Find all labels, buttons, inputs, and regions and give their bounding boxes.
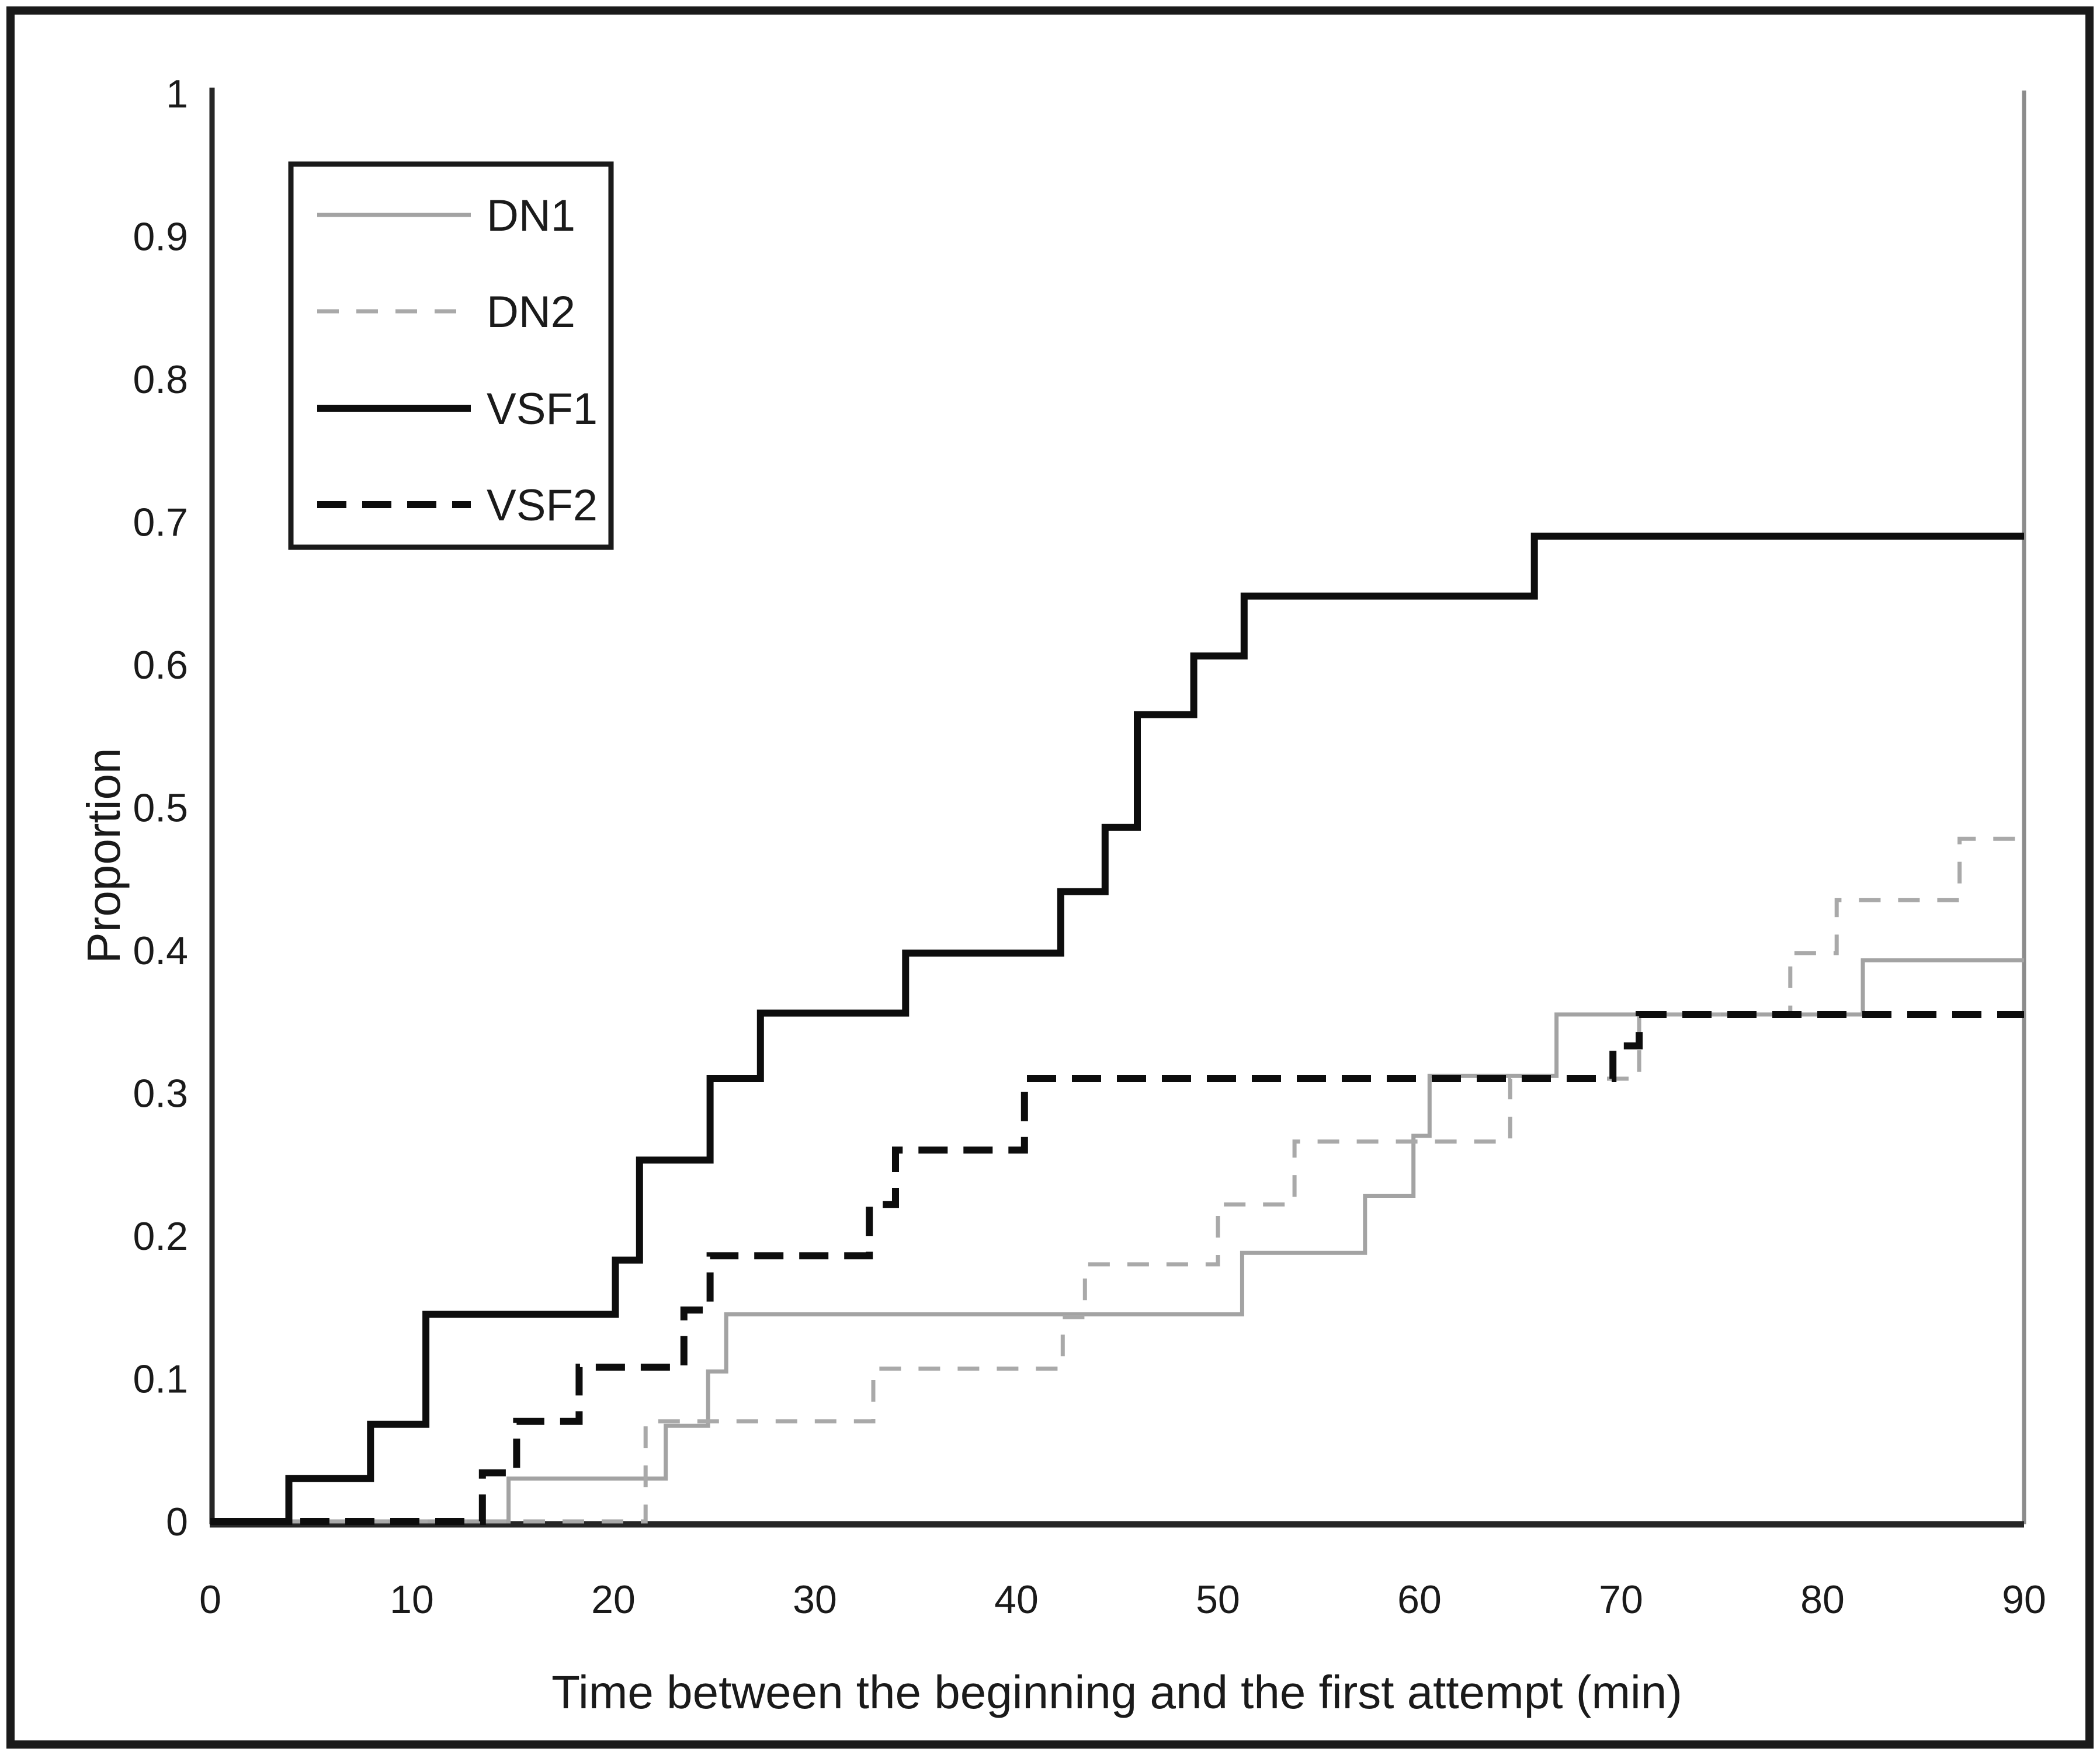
x-tick-label-60: 60 bbox=[1397, 1577, 1442, 1622]
y-tick-label-1: 1 bbox=[166, 72, 188, 116]
legend: DN1 DN2 VSF1 VSF2 bbox=[288, 161, 614, 550]
y-tick-label-0.3: 0.3 bbox=[133, 1072, 188, 1116]
x-tick-label-80: 80 bbox=[1800, 1577, 1845, 1622]
y-tick-labels: 1 0.9 0.8 0.7 0.6 0.5 0.4 0.3 0.2 0.1 0 bbox=[133, 72, 188, 1544]
legend-items: DN1 DN2 VSF1 VSF2 bbox=[317, 191, 598, 530]
series-VSF2-line bbox=[210, 1011, 2024, 1525]
x-tick-label-20: 20 bbox=[591, 1577, 636, 1622]
x-tick-label-50: 50 bbox=[1196, 1577, 1240, 1622]
series-DN2-line bbox=[210, 836, 2024, 1524]
y-tick-label-0.7: 0.7 bbox=[133, 501, 188, 545]
x-tick-labels: 0 10 20 30 40 50 60 70 80 90 bbox=[199, 1577, 2046, 1622]
y-tick-label-0.5: 0.5 bbox=[133, 786, 188, 830]
series-DN1-line bbox=[210, 958, 2024, 1524]
y-tick-label-0.4: 0.4 bbox=[133, 929, 188, 973]
y-tick-label-0.8: 0.8 bbox=[133, 357, 188, 402]
legend-label-VSF1: VSF1 bbox=[487, 384, 598, 434]
legend-label-DN2: DN2 bbox=[487, 287, 575, 337]
y-tick-label-0.2: 0.2 bbox=[133, 1214, 188, 1259]
legend-label-VSF2: VSF2 bbox=[487, 481, 598, 530]
x-tick-label-90: 90 bbox=[2002, 1577, 2046, 1622]
legend-box bbox=[288, 161, 614, 550]
figure-frame bbox=[6, 6, 2094, 1749]
y-tick-label-0.9: 0.9 bbox=[133, 215, 188, 259]
x-tick-label-0: 0 bbox=[199, 1577, 221, 1622]
x-axis-title: Time between the beginning and the first… bbox=[551, 1666, 1682, 1718]
x-tick-label-10: 10 bbox=[390, 1577, 434, 1622]
y-tick-label-0: 0 bbox=[166, 1500, 188, 1544]
series-curves bbox=[210, 533, 2024, 1525]
y-tick-label-0.6: 0.6 bbox=[133, 643, 188, 687]
x-tick-label-40: 40 bbox=[994, 1577, 1039, 1622]
legend-label-DN1: DN1 bbox=[487, 191, 575, 241]
y-axis-title: Proportion bbox=[78, 748, 130, 963]
y-tick-label-0.1: 0.1 bbox=[133, 1357, 188, 1402]
x-tick-label-70: 70 bbox=[1599, 1577, 1643, 1622]
x-tick-label-30: 30 bbox=[793, 1577, 837, 1622]
series-VSF1-line bbox=[210, 533, 2024, 1525]
